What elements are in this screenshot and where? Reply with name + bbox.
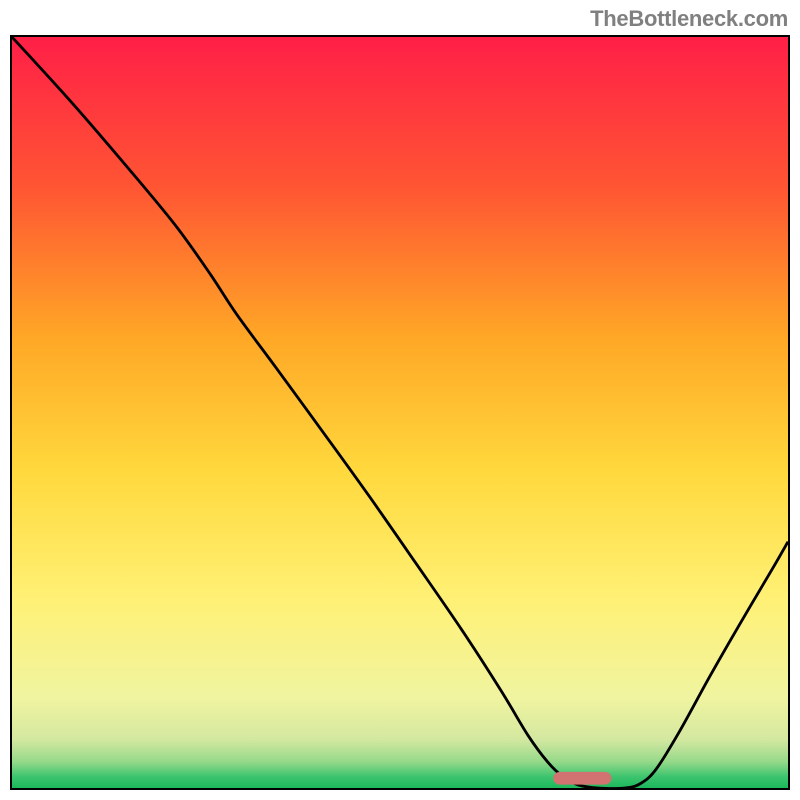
plot-inner	[12, 37, 788, 788]
chart-container: { "watermark": { "text": "TheBottleneck.…	[0, 0, 800, 800]
optimal-marker	[12, 37, 788, 788]
watermark-text: TheBottleneck.com	[590, 6, 788, 32]
plot-area	[10, 35, 790, 790]
